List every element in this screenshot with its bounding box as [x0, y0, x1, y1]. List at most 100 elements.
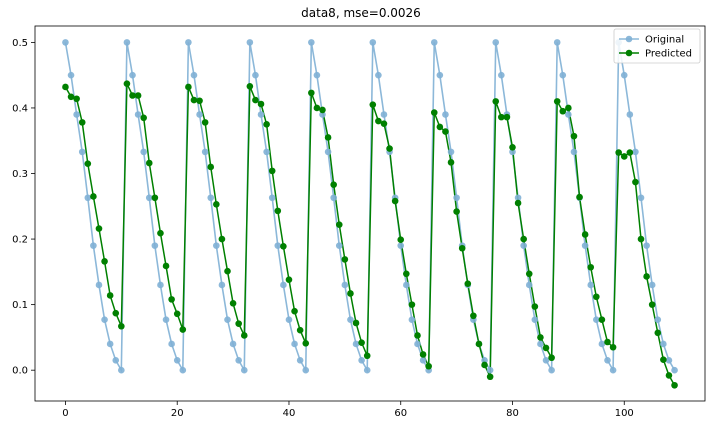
y-tick-label: 0.4 [12, 103, 28, 114]
data-point-original [553, 39, 561, 46]
data-point-predicted [604, 338, 611, 346]
data-point-predicted [509, 143, 516, 151]
data-point-predicted [335, 221, 343, 228]
data-point-original [140, 148, 147, 156]
data-point-predicted [207, 163, 215, 171]
data-point-predicted [330, 181, 337, 188]
legend-marker-predicted [625, 49, 633, 57]
data-point-predicted [324, 134, 332, 141]
data-point-original [570, 148, 578, 156]
data-point-predicted [179, 326, 187, 333]
data-point-predicted [520, 235, 527, 243]
data-point-predicted [665, 372, 673, 379]
data-point-predicted [123, 80, 131, 87]
legend-label-predicted: Predicted [645, 49, 692, 60]
data-point-original [352, 340, 360, 348]
data-point-original [559, 71, 567, 79]
data-point-original [542, 357, 550, 364]
data-point-original [196, 111, 203, 118]
x-tick-label: 60 [394, 408, 407, 419]
data-point-original [95, 281, 103, 289]
plot-markers [62, 39, 678, 389]
data-point-predicted [593, 293, 600, 301]
series-line-predicted [64, 83, 676, 386]
data-point-predicted [380, 120, 388, 127]
data-point-original [118, 366, 125, 374]
data-point-predicted [213, 201, 220, 208]
data-point-predicted [403, 270, 410, 278]
data-point-predicted [391, 197, 399, 205]
data-point-predicted [157, 229, 164, 237]
data-point-original [358, 357, 365, 364]
data-point-predicted [609, 343, 617, 351]
data-point-original [240, 366, 248, 374]
x-tick-label: 100 [615, 408, 634, 419]
data-point-original [587, 281, 595, 289]
data-point-predicted [218, 235, 226, 243]
data-point-predicted [486, 373, 494, 381]
legend-box [613, 28, 701, 64]
data-point-predicted [576, 193, 583, 201]
data-point-predicted [620, 153, 628, 160]
data-point-predicted [229, 300, 237, 307]
data-point-predicted [425, 362, 432, 370]
data-point-original [509, 148, 516, 156]
data-point-predicted [280, 242, 287, 250]
data-point-original [436, 71, 444, 79]
data-point-predicted [565, 104, 572, 112]
data-point-predicted [190, 96, 198, 104]
data-point-original [207, 194, 215, 202]
data-point-original [660, 340, 667, 348]
data-point-predicted [162, 262, 170, 270]
data-point-original [531, 316, 539, 324]
data-point-original [246, 39, 254, 46]
data-point-predicted [626, 149, 634, 156]
data-point-original [179, 366, 187, 374]
data-point-predicted [648, 301, 656, 308]
data-point-original [190, 71, 198, 79]
data-point-predicted [95, 225, 103, 232]
data-point-predicted [173, 310, 181, 318]
data-point-original [671, 366, 678, 374]
data-point-original [213, 242, 220, 249]
data-point-predicted [537, 334, 544, 341]
data-point-original [414, 340, 421, 348]
data-point-predicted [240, 332, 248, 339]
data-point-predicted [414, 332, 421, 339]
data-point-original [112, 357, 120, 364]
data-point-predicted [112, 309, 120, 317]
data-point-predicted [67, 93, 75, 101]
data-point-predicted [78, 119, 86, 126]
data-point-original [101, 316, 108, 324]
data-point-predicted [442, 128, 449, 135]
data-point-original [218, 281, 226, 289]
data-point-original [151, 242, 159, 249]
data-point-original [632, 148, 639, 156]
data-point-predicted [419, 351, 427, 358]
plot-lines [64, 42, 676, 386]
data-point-original [520, 242, 527, 249]
data-point-predicted [481, 361, 488, 369]
data-point-original [604, 357, 611, 364]
data-point-predicted [598, 316, 606, 324]
data-point-original [341, 281, 349, 289]
data-point-predicted [436, 123, 444, 131]
data-point-predicted [671, 381, 678, 389]
data-point-predicted [581, 231, 589, 238]
data-point-predicted [224, 267, 231, 275]
data-point-predicted [347, 290, 354, 297]
data-point-predicted [587, 263, 595, 271]
data-point-original [123, 39, 131, 46]
data-point-predicted [470, 312, 477, 320]
data-point-original [442, 111, 449, 118]
y-tick-label: 0.0 [12, 366, 28, 377]
data-point-original [168, 340, 175, 348]
data-point-original [145, 194, 153, 202]
data-point-original [134, 111, 142, 118]
data-point-predicted [492, 98, 500, 105]
data-point-predicted [145, 159, 153, 167]
data-point-predicted [430, 109, 438, 116]
data-point-predicted [458, 244, 466, 252]
data-point-original [252, 71, 259, 79]
x-tick-label: 40 [283, 408, 296, 419]
